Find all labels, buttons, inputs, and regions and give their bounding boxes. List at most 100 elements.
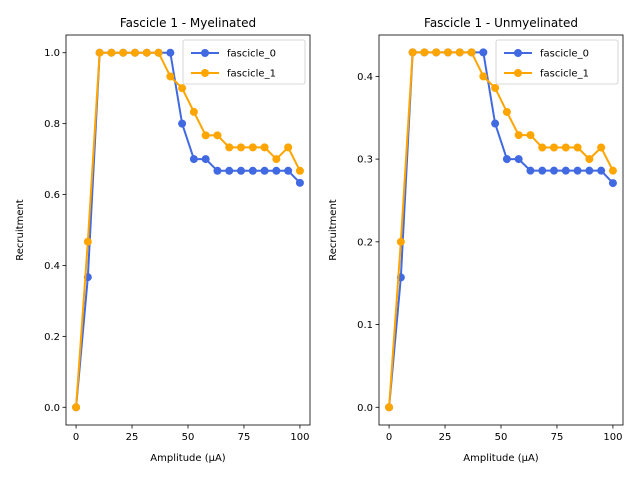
chart-1-series-fascicle_0-point-15 xyxy=(561,166,570,175)
chart-1-ytick-label-3: 0.3 xyxy=(357,155,373,166)
chart-0-ytick-label-3: 0.6 xyxy=(44,190,60,201)
chart-0-ytick-label-4: 0.8 xyxy=(44,119,60,130)
chart-0-series-fascicle_1-point-10 xyxy=(189,107,198,116)
chart-1-ytick-label-0: 0.0 xyxy=(357,403,373,414)
chart-1-ylabel: Recruitment xyxy=(328,199,339,261)
chart-1-series-fascicle_1-point-14 xyxy=(550,143,559,152)
chart-1-series-fascicle_1-point-15 xyxy=(561,143,570,152)
chart-1-series-fascicle_1-point-13 xyxy=(538,143,547,152)
chart-0-series-fascicle_1-point-8 xyxy=(166,72,175,81)
chart-0-xtick-label-2: 50 xyxy=(182,432,195,443)
chart-0-series-fascicle_0-point-19 xyxy=(295,178,304,187)
chart-1-legend-marker-0 xyxy=(514,49,522,57)
chart-0-axes-frame xyxy=(65,34,311,426)
chart-0-series-fascicle_0-point-14 xyxy=(237,166,246,175)
chart-0-series-fascicle_1-point-6 xyxy=(142,48,151,57)
chart-1-series-fascicle_1-point-12 xyxy=(526,131,535,140)
chart-1-series-fascicle_1-point-2 xyxy=(408,48,417,57)
chart-1-series-fascicle_1-point-0 xyxy=(385,403,394,412)
chart-0-ytick-label-2: 0.4 xyxy=(44,261,60,272)
chart-1-legend-label-1: fascicle_1 xyxy=(540,69,589,80)
chart-0-ylabel: Recruitment xyxy=(15,199,26,261)
chart-0-series-fascicle_1-point-17 xyxy=(272,155,281,164)
chart-0-series-fascicle_1-point-1 xyxy=(83,237,92,246)
chart-1-xlabel: Amplitude (µA) xyxy=(463,453,539,464)
chart-1-series-fascicle_0-point-10 xyxy=(502,155,511,164)
chart-1-series-fascicle_0-line xyxy=(388,51,614,408)
chart-0-legend-label-1: fascicle_1 xyxy=(227,69,276,80)
chart-1-series-fascicle_1-point-4 xyxy=(432,48,441,57)
chart-0-series-fascicle_1-point-5 xyxy=(130,48,139,57)
chart-0-ytick-label-0: 0.0 xyxy=(44,403,60,414)
chart-0-series-fascicle_0-point-10 xyxy=(189,155,198,164)
chart-0-series-fascicle_0-point-9 xyxy=(178,119,187,128)
chart-0-series-fascicle_0-point-16 xyxy=(260,166,269,175)
chart-1-title: Fascicle 1 - Unmyelinated xyxy=(424,16,578,30)
chart-0-series-fascicle_0-point-15 xyxy=(248,166,257,175)
chart-1-series-fascicle_0-point-18 xyxy=(597,166,606,175)
chart-0-series-fascicle_0-point-11 xyxy=(201,155,210,164)
chart-1-axes-frame xyxy=(378,34,624,426)
chart-1-legend-label-0: fascicle_0 xyxy=(540,49,589,60)
chart-0-series-fascicle_0-point-12 xyxy=(213,166,222,175)
chart-1-series-fascicle_1-point-3 xyxy=(420,48,429,57)
chart-0-series-fascicle_1-point-9 xyxy=(178,84,187,93)
chart-1-series-fascicle_0-point-12 xyxy=(526,166,535,175)
chart-0-series-fascicle_1-point-18 xyxy=(284,143,293,152)
chart-1-series-fascicle_1-point-7 xyxy=(467,48,476,57)
chart-0-title: Fascicle 1 - Myelinated xyxy=(120,16,256,30)
chart-0-xtick-label-4: 100 xyxy=(290,432,309,443)
chart-1-legend-marker-1 xyxy=(514,69,522,77)
chart-1-series-fascicle_1-point-11 xyxy=(514,131,523,140)
chart-1-series-fascicle_0-point-8 xyxy=(479,48,488,57)
chart-0-series-fascicle_1-point-2 xyxy=(95,48,104,57)
chart-0-series-fascicle_1-point-0 xyxy=(72,403,81,412)
chart-1-ytick-label-2: 0.2 xyxy=(357,237,373,248)
chart-1-xtick-label-2: 50 xyxy=(495,432,508,443)
chart-1-series-fascicle_1-point-19 xyxy=(608,166,617,175)
chart-1-xtick-label-4: 100 xyxy=(603,432,622,443)
chart-1-series-fascicle_0-point-13 xyxy=(538,166,547,175)
chart-0: Fascicle 1 - Myelinated 0 25 50 75 100 0.0 0.2 0… xyxy=(15,16,311,464)
chart-0-ytick-label-1: 0.2 xyxy=(44,332,60,343)
chart-1-series-fascicle_0-point-17 xyxy=(585,166,594,175)
chart-1-series-fascicle_0-point-9 xyxy=(491,119,500,128)
chart-0-legend-label-0: fascicle_0 xyxy=(227,49,276,60)
chart-0-series-fascicle_0-point-8 xyxy=(166,48,175,57)
chart-0-series-fascicle_1-point-7 xyxy=(154,48,163,57)
chart-1-series-fascicle_1-point-6 xyxy=(455,48,464,57)
chart-0-series-fascicle_0-point-17 xyxy=(272,166,281,175)
chart-0-series-fascicle_1-point-15 xyxy=(248,143,257,152)
chart-0-series-fascicle_1-point-3 xyxy=(107,48,116,57)
chart-1: Fascicle 1 - Unmyelinated 0 25 50 75 100 0.0 0.… xyxy=(328,16,624,464)
chart-0-series-fascicle_1-point-11 xyxy=(201,131,210,140)
chart-0-series-fascicle_1-line xyxy=(75,51,301,408)
chart-1-series-fascicle_1-point-1 xyxy=(396,237,405,246)
chart-0-xtick-label-0: 0 xyxy=(73,432,79,443)
chart-0-xtick-label-1: 25 xyxy=(126,432,139,443)
chart-0-series-fascicle_0-point-13 xyxy=(225,166,234,175)
chart-1-series-fascicle_1-point-5 xyxy=(443,48,452,57)
chart-1-ytick-label-1: 0.1 xyxy=(357,320,373,331)
chart-0-series-fascicle_1-point-14 xyxy=(237,143,246,152)
chart-0-legend-marker-0 xyxy=(201,49,209,57)
chart-1-series-fascicle_1-line xyxy=(388,51,614,408)
chart-0-series-fascicle_1-point-19 xyxy=(295,166,304,175)
chart-1-ytick-label-4: 0.4 xyxy=(357,72,373,83)
chart-1-series-fascicle_1-point-8 xyxy=(479,72,488,81)
chart-1-series-fascicle_1-point-18 xyxy=(597,143,606,152)
chart-0-ytick-label-5: 1.0 xyxy=(44,48,60,59)
chart-1-xtick-label-3: 75 xyxy=(551,432,564,443)
chart-1-series-fascicle_0-point-11 xyxy=(514,155,523,164)
chart-1-xtick-label-0: 0 xyxy=(386,432,392,443)
chart-0-series-fascicle_1-point-4 xyxy=(119,48,128,57)
chart-0-xlabel: Amplitude (µA) xyxy=(150,453,226,464)
chart-0-legend-marker-1 xyxy=(201,69,209,77)
chart-1-series-fascicle_1-point-9 xyxy=(491,83,500,92)
chart-1-series-fascicle_1-point-10 xyxy=(502,107,511,116)
chart-0-series-fascicle_1-point-13 xyxy=(225,143,234,152)
chart-1-series-fascicle_1-point-17 xyxy=(585,155,594,164)
chart-0-series-fascicle_0-point-18 xyxy=(284,166,293,175)
chart-0-series-fascicle_1-point-16 xyxy=(260,143,269,152)
